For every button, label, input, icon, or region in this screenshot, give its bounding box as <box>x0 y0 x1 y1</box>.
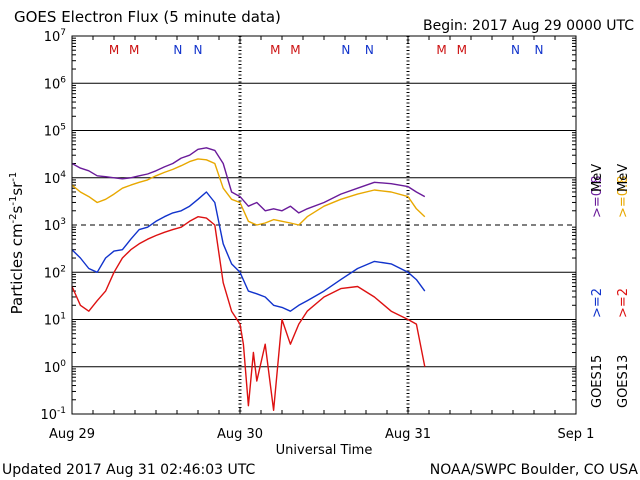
x-tick-label: Aug 29 <box>49 427 95 442</box>
legend-entry-label: >=0.8 <box>590 176 605 218</box>
y-tick-labels: 10-1 100 101 102 103 104 105 106 107 <box>40 28 66 423</box>
y-tick-label: 106 <box>44 75 67 92</box>
legend-entry-label: >=2 <box>590 288 605 318</box>
y-tick-label: 103 <box>44 217 66 234</box>
marker-label: M <box>290 43 300 57</box>
legend-satellite: GOES13 <box>616 355 631 408</box>
grid <box>71 36 577 414</box>
marker-label: M <box>457 43 467 57</box>
x-tick-labels: Aug 29 Aug 30 Aug 31 Sep 1 <box>49 427 594 442</box>
marker-label: N <box>194 43 203 57</box>
series-line <box>71 147 426 214</box>
y-tick-label: 105 <box>44 123 66 140</box>
marker-label: M <box>436 43 446 57</box>
y-tick-label: 10-1 <box>40 406 66 423</box>
marker-label: M <box>109 43 119 57</box>
legend-satellite: GOES15 <box>590 355 605 408</box>
marker-label: M <box>270 43 280 57</box>
y-tick-label: 104 <box>44 170 67 187</box>
chart-title: GOES Electron Flux (5 minute data) <box>14 8 281 26</box>
x-tick-label: Sep 1 <box>558 427 595 442</box>
legend-unit: MeV <box>616 164 631 192</box>
y-tick-label: 100 <box>44 359 67 376</box>
x-axis-label: Universal Time <box>276 443 373 458</box>
marker-label: N <box>511 43 520 57</box>
updated-time: Updated 2017 Aug 31 02:46:03 UTC <box>2 462 255 478</box>
y-tick-label: 102 <box>44 264 66 281</box>
y-axis-label: Particles cm-2s-1sr-1 <box>8 172 26 315</box>
marker-label: M <box>129 43 139 57</box>
plot-frame <box>71 35 577 415</box>
legend-entry-label: >=0.8 <box>616 176 631 218</box>
x-tick-label: Aug 30 <box>217 427 263 442</box>
marker-label: N <box>341 43 350 57</box>
series-lines <box>71 147 426 411</box>
legend-unit: MeV <box>590 164 605 192</box>
y-tick-label: 101 <box>44 312 66 329</box>
credit: NOAA/SWPC Boulder, CO USA <box>430 462 639 478</box>
y-tick-label: 107 <box>44 28 66 45</box>
marker-label: N <box>535 43 544 57</box>
legend-entry-label: >=2 <box>616 288 631 318</box>
begin-time: Begin: 2017 Aug 29 0000 UTC <box>423 18 634 34</box>
series-line <box>71 158 426 226</box>
series-line <box>71 215 426 411</box>
marker-label: N <box>173 43 182 57</box>
marker-label: N <box>365 43 374 57</box>
series-line <box>71 191 426 312</box>
x-tick-label: Aug 31 <box>385 427 431 442</box>
